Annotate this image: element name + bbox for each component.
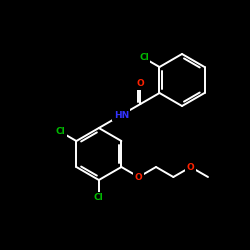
- Text: Cl: Cl: [94, 194, 104, 202]
- Text: O: O: [135, 172, 142, 182]
- Text: Cl: Cl: [139, 54, 149, 62]
- Text: Cl: Cl: [56, 128, 66, 136]
- Text: O: O: [136, 80, 144, 88]
- Text: HN: HN: [114, 110, 129, 120]
- Text: O: O: [187, 162, 194, 172]
